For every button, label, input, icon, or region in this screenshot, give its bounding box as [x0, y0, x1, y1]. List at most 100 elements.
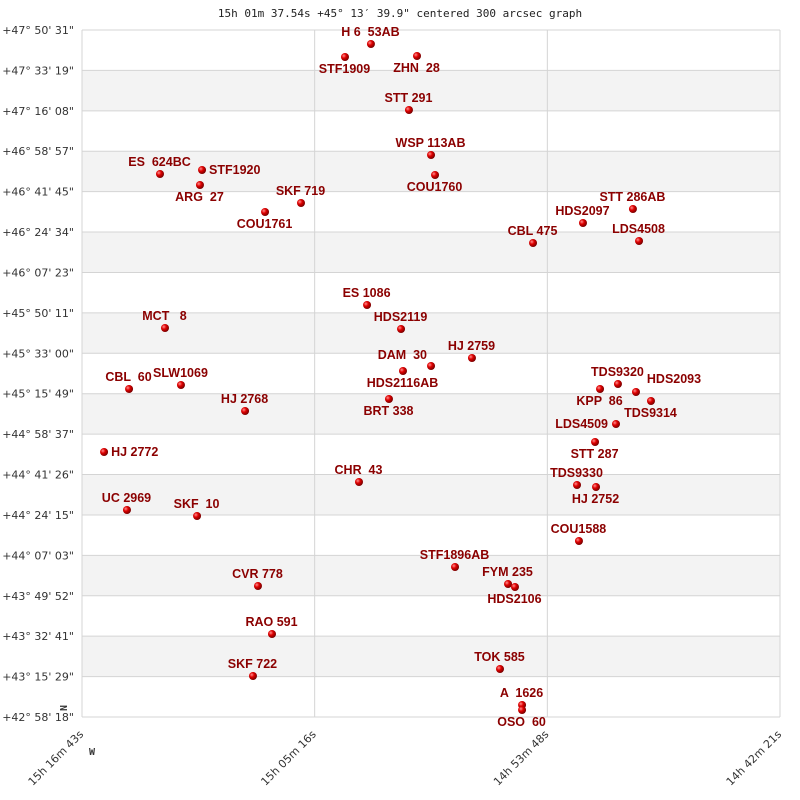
star-label: ZHN 28: [393, 61, 440, 75]
band: [82, 110, 780, 152]
band: [82, 30, 780, 71]
band: [82, 595, 780, 637]
star-marker: [631, 387, 640, 396]
star-marker: [404, 106, 413, 115]
star-label: SKF 722: [228, 657, 277, 671]
grid-lines: [81, 29, 781, 718]
star-label: TDS9320: [591, 365, 644, 379]
star-marker: [261, 208, 270, 217]
star-label: COU1588: [551, 522, 607, 536]
y-tick-label: +44° 07' 03": [2, 549, 74, 562]
star-marker: [596, 384, 605, 393]
star-marker: [451, 562, 460, 571]
y-tick-label: +44° 41' 26": [2, 469, 74, 482]
star-label: FYM 235: [482, 565, 533, 579]
star-label: LDS4509: [555, 417, 608, 431]
y-tick-label: +46° 07' 23": [2, 266, 74, 279]
star-markers: [100, 39, 655, 714]
star-label: ARG 27: [175, 190, 224, 204]
star-marker: [267, 629, 276, 638]
band: [82, 312, 780, 354]
x-tick-label: 14h 42m 21s: [724, 728, 785, 789]
star-label: SKF 719: [276, 184, 325, 198]
star-label: CVR 778: [232, 567, 283, 581]
compass-north: N: [57, 705, 68, 711]
band: [82, 636, 780, 677]
star-marker: [253, 581, 262, 590]
star-label: RAO 591: [245, 615, 297, 629]
star-marker: [427, 150, 436, 159]
star-label: COU1760: [407, 180, 463, 194]
star-marker: [573, 480, 582, 489]
band: [82, 353, 780, 394]
star-marker: [248, 671, 257, 680]
star-label: CBL 60: [105, 370, 151, 384]
star-marker: [431, 171, 440, 180]
band: [82, 393, 780, 435]
star-label: STF1896AB: [420, 548, 489, 562]
y-tick-label: +47° 16' 08": [2, 105, 74, 118]
star-marker: [574, 536, 583, 545]
star-label: TOK 585: [474, 650, 525, 664]
star-marker: [296, 199, 305, 208]
band: [82, 514, 780, 556]
star-marker: [578, 218, 587, 227]
star-label: UC 2969: [102, 491, 151, 505]
star-marker: [628, 204, 637, 213]
star-marker: [193, 511, 202, 520]
star-label: STT 287: [571, 447, 619, 461]
star-marker: [398, 366, 407, 375]
star-marker: [198, 165, 207, 174]
star-label: TDS9314: [624, 406, 677, 420]
star-label: HDS2119: [374, 310, 428, 324]
star-marker: [176, 380, 185, 389]
star-marker: [504, 579, 513, 588]
star-label: LDS4508: [612, 222, 665, 236]
star-marker: [612, 420, 621, 429]
star-marker: [366, 39, 375, 48]
band: [82, 70, 780, 111]
star-label: STT 291: [384, 91, 432, 105]
star-marker: [363, 300, 372, 309]
star-marker: [467, 353, 476, 362]
band: [82, 434, 780, 475]
star-label: TDS9330: [550, 466, 603, 480]
star-label: STT 286AB: [599, 190, 665, 204]
star-label: HJ 2759: [448, 339, 495, 353]
star-label: OSO 60: [497, 715, 546, 729]
band: [82, 555, 780, 596]
star-marker: [427, 361, 436, 370]
star-marker: [495, 664, 504, 673]
y-tick-label: +43° 32' 41": [2, 630, 74, 643]
y-tick-label: +45° 33' 00": [2, 347, 74, 360]
star-label: COU1761: [237, 217, 293, 231]
star-label: A 1626: [500, 686, 543, 700]
star-marker: [529, 238, 538, 247]
star-marker: [156, 169, 165, 178]
star-marker: [413, 51, 422, 60]
star-marker: [591, 437, 600, 446]
star-marker: [241, 406, 250, 415]
star-marker: [646, 396, 655, 405]
star-marker: [161, 323, 170, 332]
band: [82, 191, 780, 233]
star-label: WSP 113AB: [396, 136, 466, 150]
star-label: STF1909: [319, 62, 370, 76]
star-marker: [518, 705, 527, 714]
star-labels: STF1909 H 6 53AB ZHN 28 STT 291 WSP 113AB COU…: [102, 25, 701, 729]
star-marker: [510, 582, 519, 591]
star-label: CHR 43: [335, 463, 383, 477]
star-label: DAM 30: [378, 348, 427, 362]
y-tick-labels: +47° 50' 31" +47° 33' 19" +47° 16' 08" +46°…: [2, 24, 74, 724]
star-marker: [613, 379, 622, 388]
star-label: H 6 53AB: [341, 25, 399, 39]
star-marker: [384, 394, 393, 403]
y-tick-label: +43° 15' 29": [2, 671, 74, 684]
star-marker: [635, 236, 644, 245]
star-label: STF1920: [209, 163, 260, 177]
y-tick-label: +44° 24' 15": [2, 509, 74, 522]
star-label: MCT 8: [142, 309, 186, 323]
star-marker: [592, 482, 601, 491]
star-marker: [397, 324, 406, 333]
